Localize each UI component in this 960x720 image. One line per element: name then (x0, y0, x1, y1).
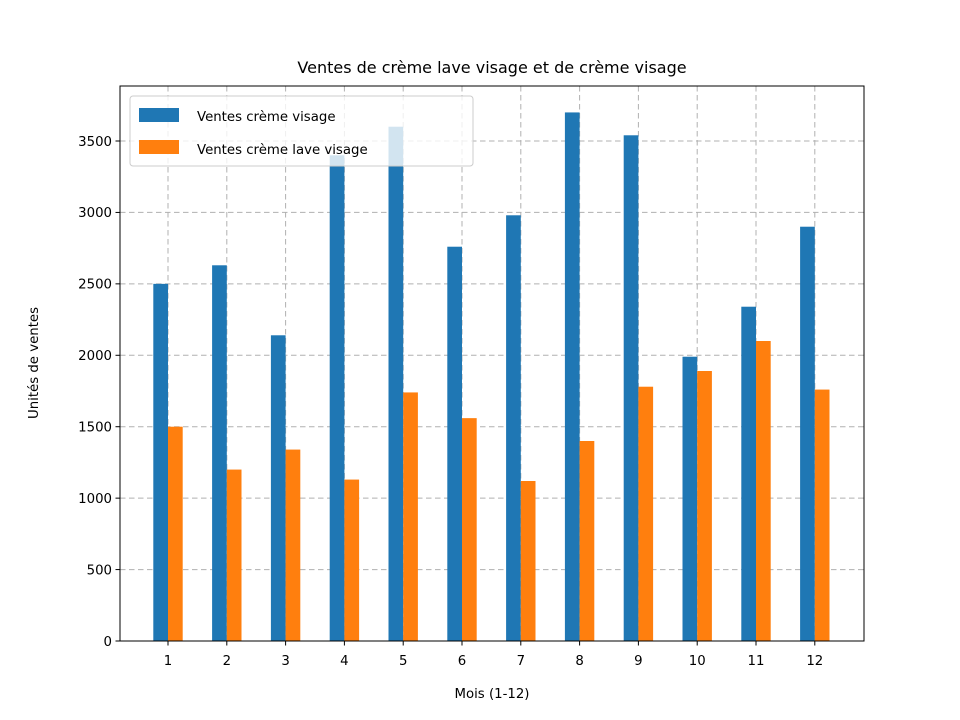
y-tick-label: 1500 (78, 421, 112, 436)
plot-frame (119, 85, 865, 642)
bar-face-cream (447, 246, 462, 641)
y-tick-label: 3500 (78, 135, 112, 150)
bar-face-cream (388, 126, 404, 641)
y-tick-label: 1000 (78, 492, 112, 507)
x-tick-label: 1 (164, 654, 172, 669)
bar-face-wash (403, 392, 418, 641)
legend-swatch-face-wash (139, 140, 179, 154)
bar-face-cream (212, 265, 227, 641)
y-tick-label: 2000 (78, 349, 112, 364)
y-tick-label: 0 (104, 635, 112, 650)
chart-title: Ventes de crème lave visage et de crème … (297, 58, 686, 77)
y-tick-label: 2500 (78, 278, 112, 293)
x-axis-ticks: 1 2 3 4 5 6 7 8 9 10 11 12 (164, 641, 823, 669)
bar-face-cream (623, 135, 639, 642)
bar-face-wash (756, 341, 771, 641)
bar-face-cream (270, 335, 286, 641)
x-tick-label: 12 (806, 654, 823, 669)
x-tick-label: 3 (281, 654, 289, 669)
bar-face-wash (520, 481, 536, 641)
bar-face-wash (579, 441, 595, 641)
legend: Ventes crème visage Ventes crème lave vi… (129, 95, 474, 167)
bar-face-wash (168, 426, 183, 641)
x-axis-label: Mois (1-12) (454, 687, 529, 702)
y-tick-label: 500 (87, 563, 112, 578)
bars (153, 112, 830, 642)
y-tick-label: 3000 (78, 206, 112, 221)
bar-face-wash (697, 371, 712, 641)
legend-label-face-cream: Ventes crème visage (197, 109, 336, 125)
x-tick-label: 8 (575, 654, 583, 669)
x-tick-label: 10 (689, 654, 706, 669)
bar-face-wash (344, 479, 360, 641)
legend-swatch-face-cream (139, 108, 179, 122)
x-tick-label: 6 (458, 654, 466, 669)
x-tick-label: 5 (399, 654, 407, 669)
x-tick-label: 7 (517, 654, 525, 669)
bar-face-cream (153, 283, 168, 641)
y-axis-ticks: 0 500 1000 1500 2000 2500 3000 3500 (78, 135, 120, 650)
bar-face-cream (506, 215, 521, 642)
bar-face-cream (329, 155, 345, 642)
bar-face-wash (285, 449, 301, 641)
x-tick-label: 11 (748, 654, 765, 669)
bar-face-cream (564, 112, 580, 641)
legend-box (129, 95, 474, 167)
bar-face-wash (638, 386, 654, 641)
bar-face-wash (814, 389, 830, 641)
bar-face-wash (462, 418, 477, 641)
x-tick-label: 4 (340, 654, 348, 669)
bar-face-cream (741, 306, 756, 641)
y-axis-label: Unités de ventes (26, 307, 42, 419)
bar-face-cream (800, 226, 815, 641)
bar-face-cream (682, 356, 698, 641)
x-tick-label: 2 (223, 654, 231, 669)
legend-label-face-wash: Ventes crème lave visage (197, 142, 368, 158)
x-tick-label: 9 (634, 654, 642, 669)
bar-face-wash (226, 469, 242, 641)
